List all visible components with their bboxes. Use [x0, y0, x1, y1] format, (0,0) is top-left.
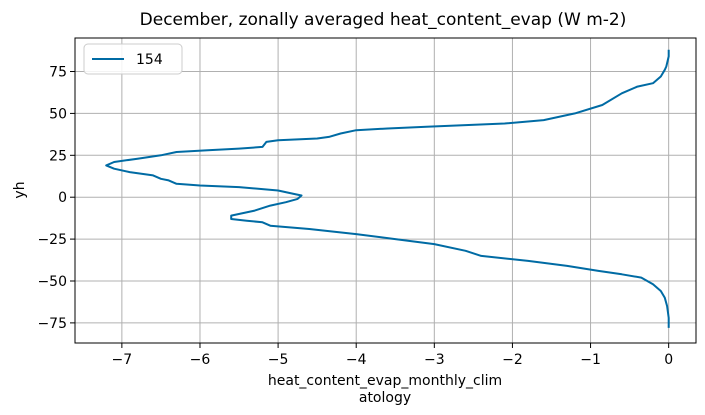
x-tick-label: 0	[664, 352, 673, 368]
x-tick-label: −3	[424, 352, 445, 368]
grid-lines	[75, 38, 696, 343]
x-axis-ticks: −7 −6 −5 −4 −3 −2 −1 0	[112, 343, 673, 368]
y-tick-label: 50	[49, 106, 67, 122]
legend-label: 154	[136, 52, 163, 68]
x-tick-label: −6	[190, 352, 211, 368]
x-axis-label-line1: heat_content_evap_monthly_clim	[268, 373, 502, 389]
series-line-154	[105, 49, 670, 328]
y-tick-label: 75	[49, 65, 67, 81]
series-layer	[105, 49, 670, 328]
x-tick-label: −2	[502, 352, 523, 368]
x-tick-label: −5	[268, 352, 289, 368]
y-axis-ticks: −75 −50 −25 0 25 50 75	[37, 65, 75, 332]
x-axis-label-line2: atology	[359, 390, 411, 406]
legend-box	[83, 43, 183, 75]
y-axis-label: yh	[12, 181, 28, 198]
legend: 154	[83, 43, 183, 75]
y-tick-label: 25	[49, 148, 67, 164]
y-tick-label: −75	[37, 316, 67, 332]
x-tick-label: −1	[580, 352, 601, 368]
x-tick-label: −7	[112, 352, 133, 368]
x-tick-label: −4	[346, 352, 367, 368]
y-tick-label: −25	[37, 232, 67, 248]
chart-title: December, zonally averaged heat_content_…	[140, 10, 627, 30]
y-tick-label: 0	[58, 190, 67, 206]
plot-frame	[74, 37, 697, 344]
y-tick-label: −50	[37, 274, 67, 290]
